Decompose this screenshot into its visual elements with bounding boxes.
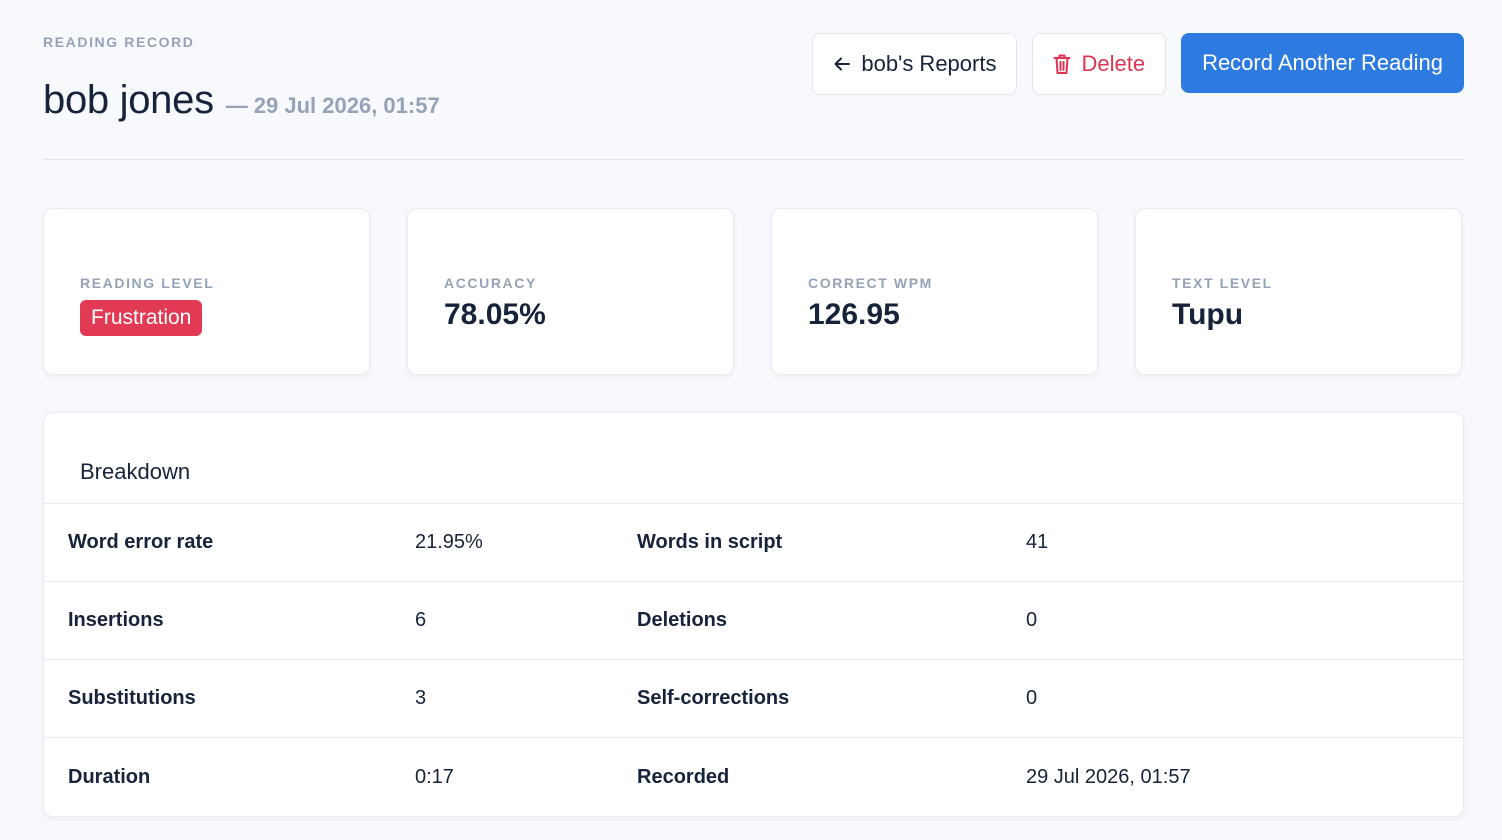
title-separator: — xyxy=(225,93,248,118)
stat-label: CORRECT WPM xyxy=(808,275,933,291)
trash-icon xyxy=(1053,53,1071,75)
row-label: Recorded xyxy=(637,765,730,788)
reading-level-badge: Frustration xyxy=(80,300,203,336)
row-label: Words in script xyxy=(637,531,783,553)
header-actions: bob's Reports Delete Record Another Read… xyxy=(812,33,1464,95)
delete-button[interactable]: Delete xyxy=(1032,33,1167,95)
stat-card-accuracy: ACCURACY 78.05% xyxy=(407,208,734,375)
row-value: 6 xyxy=(415,609,427,631)
stat-value: 78.05% xyxy=(444,298,546,331)
record-date: 29 Jul 2026, 01:57 xyxy=(253,93,440,118)
page-title: bob jones — 29 Jul 2026, 01:57 xyxy=(43,78,440,123)
table-row: Insertions 6 Deletions 0 xyxy=(44,582,1463,660)
row-value: 41 xyxy=(1026,531,1049,553)
stat-card-text-level: TEXT LEVEL Tupu xyxy=(1135,208,1462,375)
page-eyebrow: READING RECORD xyxy=(43,34,195,50)
row-value: 0 xyxy=(1026,609,1038,631)
table-row: Word error rate 21.95% Words in script 4… xyxy=(44,504,1463,582)
stat-value: Tupu xyxy=(1172,298,1244,331)
stat-label: ACCURACY xyxy=(444,275,537,291)
row-value: 0:17 xyxy=(415,765,454,788)
delete-button-label: Delete xyxy=(1081,51,1146,76)
stat-card-reading-level: READING LEVEL Frustration xyxy=(43,208,370,375)
record-another-reading-button[interactable]: Record Another Reading xyxy=(1181,33,1464,93)
breakdown-title: Breakdown xyxy=(44,413,1463,504)
row-label: Self-corrections xyxy=(637,687,790,709)
back-button-label: bob's Reports xyxy=(861,51,997,76)
stat-value: 126.95 xyxy=(808,298,900,331)
table-row: Duration 0:17 Recorded 29 Jul 2026, 01:5… xyxy=(44,738,1463,816)
breakdown-panel: Breakdown Word error rate 21.95% Words i… xyxy=(43,412,1464,817)
stat-label: TEXT LEVEL xyxy=(1172,275,1273,291)
row-value: 3 xyxy=(415,687,427,709)
stat-card-correct-wpm: CORRECT WPM 126.95 xyxy=(771,208,1098,375)
student-name: bob jones xyxy=(43,78,214,122)
row-label: Deletions xyxy=(637,609,728,631)
stat-label: READING LEVEL xyxy=(80,275,215,291)
row-label: Word error rate xyxy=(68,531,214,553)
row-value: 21.95% xyxy=(415,531,483,553)
row-label: Insertions xyxy=(68,609,164,631)
row-value: 29 Jul 2026, 01:57 xyxy=(1026,765,1191,788)
stat-cards: READING LEVEL Frustration ACCURACY 78.05… xyxy=(43,208,1462,375)
header-divider xyxy=(43,159,1464,160)
arrow-left-icon xyxy=(833,55,851,73)
record-button-label: Record Another Reading xyxy=(1202,50,1443,75)
row-label: Duration xyxy=(68,765,151,788)
table-row: Substitutions 3 Self-corrections 0 xyxy=(44,660,1463,738)
row-value: 0 xyxy=(1026,687,1038,709)
back-to-reports-button[interactable]: bob's Reports xyxy=(812,33,1018,95)
row-label: Substitutions xyxy=(68,687,196,709)
